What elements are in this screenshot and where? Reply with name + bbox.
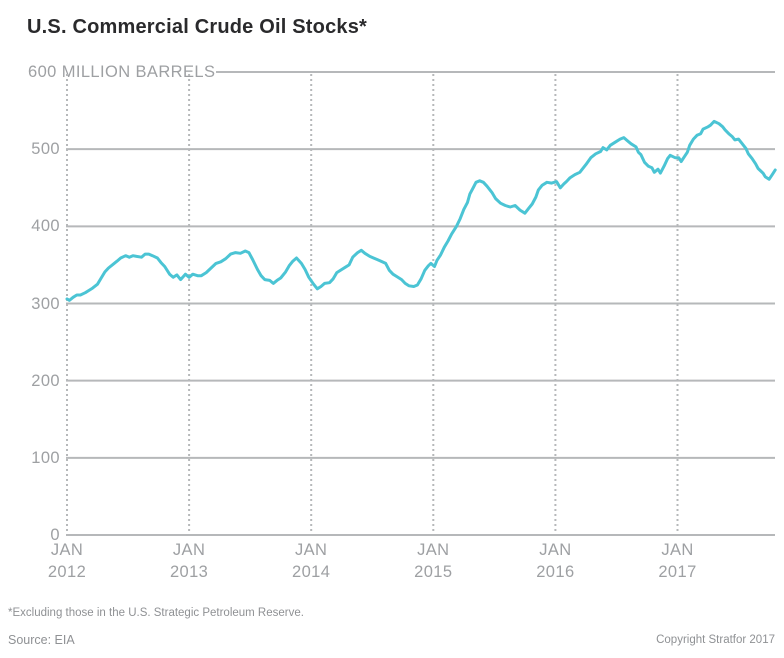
x-tick-month: JAN	[50, 541, 84, 559]
x-tick-month: JAN	[661, 541, 694, 559]
x-axis-tick-label: JAN 2013	[145, 540, 233, 583]
x-tick-month: JAN	[295, 541, 328, 559]
x-tick-month: JAN	[417, 541, 450, 559]
x-tick-month: JAN	[539, 541, 572, 559]
x-tick-year: 2015	[414, 562, 453, 581]
x-axis-tick-label: JAN 2012	[23, 540, 111, 583]
copyright-label: Copyright Stratfor 2017	[656, 634, 775, 646]
x-axis-tick-label: JAN 2015	[389, 540, 477, 583]
chart-title: U.S. Commercial Crude Oil Stocks*	[27, 16, 368, 38]
y-axis-tick-label: 100	[31, 448, 60, 467]
y-axis-tick-label: 200	[31, 371, 60, 390]
y-axis-unit-label: 600 MILLION BARRELS	[28, 63, 216, 81]
x-axis-tick-label: JAN 2014	[267, 540, 355, 583]
x-tick-month: JAN	[172, 541, 206, 559]
y-axis-tick-label: 400	[31, 217, 60, 236]
x-tick-year: 2013	[169, 562, 209, 581]
footnote: *Excluding those in the U.S. Strategic P…	[8, 607, 304, 619]
x-axis-tick-label: JAN 2017	[634, 540, 722, 583]
x-axis-tick-label: JAN 2016	[511, 540, 599, 583]
source-label: Source: EIA	[8, 633, 75, 647]
y-axis-tick-label: 500	[31, 140, 60, 159]
x-tick-year: 2016	[536, 562, 575, 581]
x-tick-year: 2017	[658, 562, 697, 581]
y-axis-tick-label: 300	[31, 294, 60, 313]
x-tick-year: 2012	[47, 562, 87, 581]
x-tick-year: 2014	[292, 562, 331, 581]
data-line	[65, 119, 777, 302]
y-axis-tick-label: 0	[50, 526, 60, 544]
